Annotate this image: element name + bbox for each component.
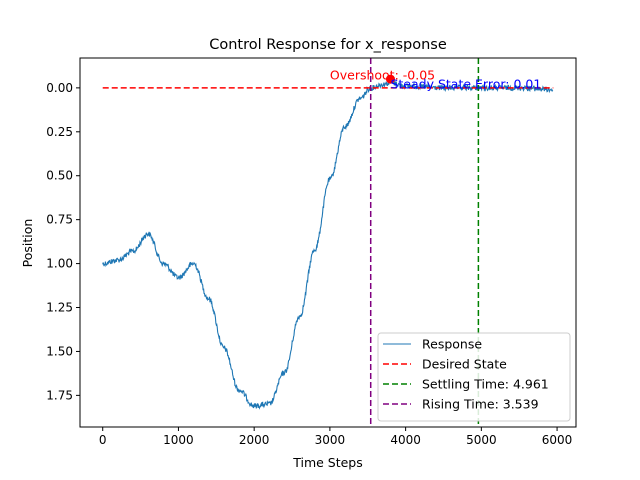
- axes-frame: [79, 57, 577, 428]
- x-tick-label: 1000: [163, 433, 194, 447]
- x-tick-label: 4000: [390, 433, 421, 447]
- overshoot-annotation: Overshoot: -0.05: [330, 68, 435, 83]
- x-tick-label: 5000: [466, 433, 497, 447]
- legend-entry: Rising Time: 3.539: [422, 397, 539, 412]
- x-tick-label: 0: [99, 433, 107, 447]
- legend-entry: Response: [422, 337, 482, 352]
- y-tick-label: 0.50: [46, 169, 73, 183]
- y-tick-label: 1.00: [46, 257, 73, 271]
- overshoot-marker: [385, 74, 395, 84]
- steady-state-error-annotation: Steady State Error: 0.01: [390, 76, 541, 91]
- y-tick-label: 1.75: [46, 388, 73, 402]
- x-axis-label: Time Steps: [292, 455, 363, 470]
- y-tick-label: 1.50: [46, 344, 73, 358]
- legend: Response Desired State Settling Time: 4.96…: [377, 332, 571, 422]
- x-tick-label: 2000: [239, 433, 270, 447]
- chart-title: Control Response for x_response: [209, 37, 447, 53]
- y-tick-label: 0.25: [46, 125, 73, 139]
- legend-entry: Settling Time: 4.961: [422, 377, 549, 392]
- x-tick-label: 3000: [315, 433, 346, 447]
- legend-box: [377, 332, 571, 422]
- y-axis-label: Position: [20, 219, 35, 268]
- y-tick-label: 0.75: [46, 213, 73, 227]
- y-tick-label: 0.00: [46, 81, 73, 95]
- y-tick-label: 1.25: [46, 301, 73, 315]
- legend-entry: Desired State: [422, 357, 507, 372]
- x-tick-label: 6000: [542, 433, 573, 447]
